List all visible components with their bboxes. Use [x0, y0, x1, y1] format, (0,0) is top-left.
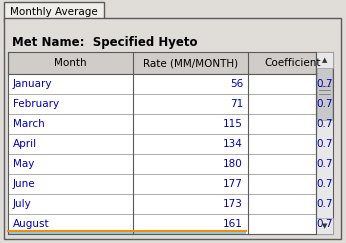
Bar — [316, 218, 333, 234]
Text: Coefficient: Coefficient — [265, 58, 321, 68]
Text: August: August — [13, 219, 49, 229]
Bar — [8, 154, 316, 174]
Text: Met Name:  Specified Hyeto: Met Name: Specified Hyeto — [12, 36, 198, 50]
Bar — [8, 114, 316, 134]
Bar — [8, 74, 316, 94]
Text: 0.7: 0.7 — [317, 119, 333, 129]
Text: February: February — [13, 99, 59, 109]
Text: 173: 173 — [223, 199, 243, 209]
Bar — [8, 94, 316, 114]
Text: 115: 115 — [223, 119, 243, 129]
Text: ▲: ▲ — [322, 57, 327, 63]
Text: 56: 56 — [230, 79, 243, 89]
Text: 71: 71 — [230, 99, 243, 109]
Text: 0.7: 0.7 — [317, 199, 333, 209]
Text: 0.7: 0.7 — [317, 159, 333, 169]
Text: July: July — [13, 199, 32, 209]
Text: Monthly Average: Monthly Average — [10, 7, 98, 17]
Text: ▼: ▼ — [322, 223, 327, 229]
Bar — [8, 214, 316, 234]
Bar — [8, 134, 316, 154]
Bar — [8, 231, 246, 235]
FancyBboxPatch shape — [4, 2, 104, 22]
Text: 134: 134 — [223, 139, 243, 149]
Bar — [316, 52, 333, 68]
Bar — [8, 52, 316, 74]
Bar — [8, 174, 316, 194]
Text: 177: 177 — [223, 179, 243, 189]
Text: 0.7: 0.7 — [317, 99, 333, 109]
Text: Rate (MM/MONTH): Rate (MM/MONTH) — [143, 58, 238, 68]
Text: June: June — [13, 179, 36, 189]
Text: March: March — [13, 119, 45, 129]
Text: 0.7: 0.7 — [317, 79, 333, 89]
Bar — [8, 194, 316, 214]
Text: 0.7: 0.7 — [317, 179, 333, 189]
Bar — [8, 52, 316, 74]
Text: 0.7: 0.7 — [317, 139, 333, 149]
Bar — [316, 52, 333, 234]
Text: January: January — [13, 79, 53, 89]
Text: 161: 161 — [223, 219, 243, 229]
Text: Month: Month — [54, 58, 87, 68]
Text: May: May — [13, 159, 34, 169]
Text: April: April — [13, 139, 37, 149]
Text: 0.7: 0.7 — [317, 219, 333, 229]
Text: 180: 180 — [223, 159, 243, 169]
Bar — [317, 68, 332, 120]
